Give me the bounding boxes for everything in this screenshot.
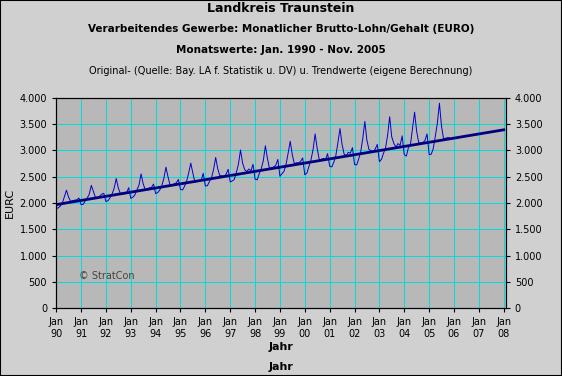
Text: Original- (Quelle: Bay. LA f. Statistik u. DV) u. Trendwerte (eigene Berechnung): Original- (Quelle: Bay. LA f. Statistik … <box>89 66 473 76</box>
Y-axis label: EURC: EURC <box>5 188 15 218</box>
Text: Verarbeitendes Gewerbe: Monatlicher Brutto-Lohn/Gehalt (EURO): Verarbeitendes Gewerbe: Monatlicher Brut… <box>88 24 474 35</box>
Text: Jahr: Jahr <box>269 362 293 372</box>
Text: Monatswerte: Jan. 1990 - Nov. 2005: Monatswerte: Jan. 1990 - Nov. 2005 <box>176 45 386 55</box>
Text: © StratCon: © StratCon <box>79 271 134 281</box>
X-axis label: Jahr: Jahr <box>269 342 293 352</box>
Text: Landkreis Traunstein: Landkreis Traunstein <box>207 2 355 15</box>
